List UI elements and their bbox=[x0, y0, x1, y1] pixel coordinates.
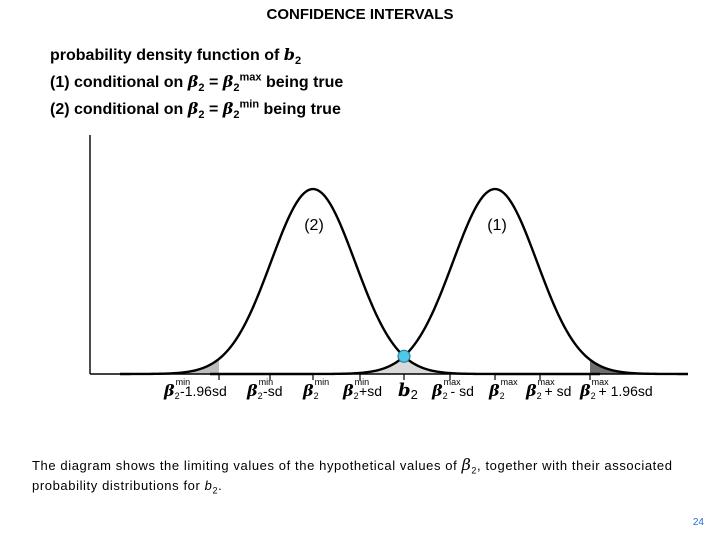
heading-block: probability density function of b2 (1) c… bbox=[50, 42, 343, 123]
beta-min-subscript: 2 bbox=[233, 109, 240, 122]
beta-max-superscript: max bbox=[239, 71, 262, 84]
axis-label: β2min +sd bbox=[342, 377, 382, 401]
axis-labels: β2min -1.96sd β2min -sd β2min β2min +sd b2 β2… bbox=[163, 377, 653, 402]
heading-line-3-suffix: being true bbox=[259, 101, 341, 118]
density-curve-1 bbox=[210, 187, 689, 376]
caption-part-1: The diagram shows the limiting values of… bbox=[32, 458, 462, 473]
equals-sign: = bbox=[204, 101, 223, 118]
beta-symbol: β bbox=[187, 72, 199, 91]
b2-symbol: b bbox=[283, 45, 295, 64]
caption-b-subscript: 2 bbox=[212, 485, 219, 496]
axis-label: β2max + 1.96sd bbox=[579, 377, 653, 401]
curve-1-label: (1) bbox=[487, 217, 507, 234]
caption-part-2: , together with their associated probabi… bbox=[32, 458, 673, 493]
beta-min-symbol: β bbox=[222, 99, 234, 118]
beta-subscript: 2 bbox=[198, 109, 205, 122]
axis-label: β2min bbox=[302, 377, 329, 401]
caption-b-symbol: b bbox=[204, 478, 213, 493]
caption-part-3: . bbox=[218, 478, 223, 493]
beta-max-subscript: 2 bbox=[233, 82, 240, 95]
caption-beta-symbol: β bbox=[461, 455, 472, 474]
beta-subscript: 2 bbox=[198, 82, 205, 95]
slide-title: CONFIDENCE INTERVALS bbox=[266, 6, 454, 23]
curve-2-label: (2) bbox=[304, 217, 324, 234]
page-number: 24 bbox=[692, 517, 704, 528]
b2-point-marker bbox=[397, 349, 411, 363]
heading-line-3-prefix: (2) conditional on bbox=[50, 101, 188, 118]
heading-line-3: (2) conditional on β2 = β2min being true bbox=[50, 96, 343, 123]
b2-subscript: 2 bbox=[294, 55, 302, 68]
overlap-region-right bbox=[404, 356, 470, 374]
axis-label: β2min -1.96sd bbox=[163, 377, 227, 401]
lower-tail-region-curve-2 bbox=[120, 358, 219, 374]
upper-tail-region-curve-1 bbox=[590, 359, 688, 374]
axis-label: β2max - sd bbox=[431, 377, 474, 401]
heading-line-2: (1) conditional on β2 = β2max being true bbox=[50, 69, 343, 96]
overlap-region-left bbox=[340, 356, 404, 374]
caption: The diagram shows the limiting values of… bbox=[32, 455, 712, 496]
axis-ticks bbox=[218, 374, 591, 380]
axis-label: β2min -sd bbox=[246, 377, 283, 401]
density-curve-2 bbox=[119, 187, 600, 376]
heading-line-1: probability density function of b2 bbox=[50, 42, 343, 69]
caption-beta-subscript: 2 bbox=[471, 465, 478, 476]
equals-sign: = bbox=[204, 74, 223, 91]
heading-line-2-suffix: being true bbox=[261, 74, 344, 91]
beta-max-symbol: β bbox=[222, 72, 234, 91]
heading-line-2-prefix: (1) conditional on bbox=[50, 74, 188, 91]
beta-min-superscript: min bbox=[239, 98, 260, 111]
axis-label: β2max bbox=[488, 377, 518, 401]
heading-line-1-text: probability density function of bbox=[50, 47, 284, 64]
beta-symbol: β bbox=[187, 99, 199, 118]
axis-label: b2 bbox=[398, 380, 418, 402]
axis-label: β2max + sd bbox=[525, 377, 571, 401]
